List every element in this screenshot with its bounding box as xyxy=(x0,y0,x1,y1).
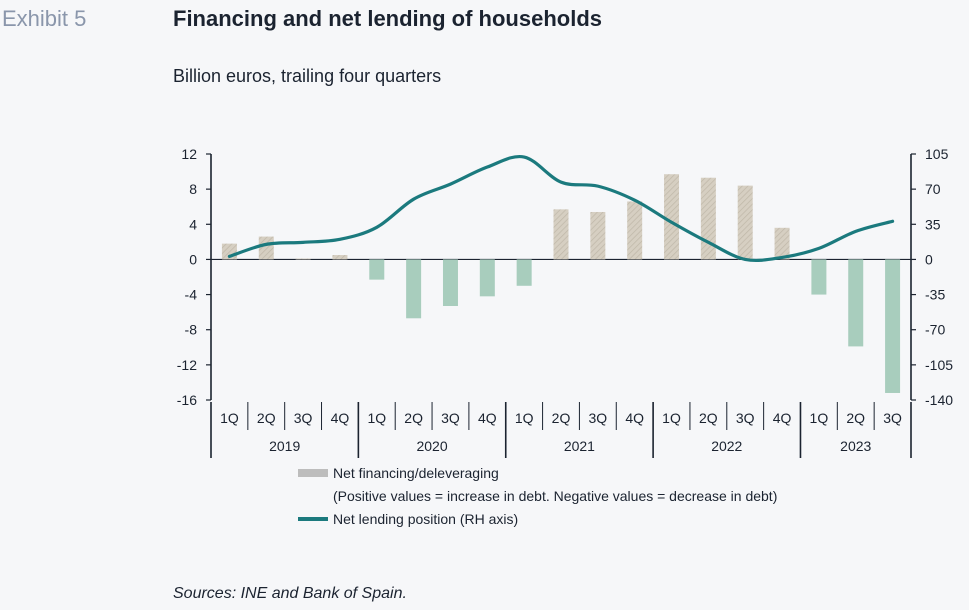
right-tick-label: 0 xyxy=(925,251,933,267)
x-tick-label: 4Q xyxy=(478,410,497,426)
x-tick-label: 1Q xyxy=(220,410,239,426)
year-label: 2020 xyxy=(416,438,447,454)
bar xyxy=(332,255,348,260)
x-tick-label: 4Q xyxy=(625,410,644,426)
left-tick-label: 8 xyxy=(189,181,197,197)
bar xyxy=(258,236,274,260)
left-tick-label: -16 xyxy=(177,392,197,408)
x-tick-label: 3Q xyxy=(883,410,902,426)
x-tick-label: 4Q xyxy=(331,410,350,426)
left-tick-label: -4 xyxy=(185,287,198,303)
x-tick-label: 2Q xyxy=(257,410,276,426)
left-tick-label: 0 xyxy=(189,251,197,267)
bar xyxy=(627,201,643,260)
bar xyxy=(479,259,495,297)
x-tick-label: 3Q xyxy=(736,410,755,426)
x-tick-label: 3Q xyxy=(588,410,607,426)
series-line-net-lending xyxy=(227,154,895,263)
x-tick-label: 4Q xyxy=(773,410,792,426)
right-tick-label: -70 xyxy=(925,322,945,338)
x-tick-label: 2Q xyxy=(699,410,718,426)
right-tick-label: -35 xyxy=(925,287,945,303)
x-tick-label: 2Q xyxy=(404,410,423,426)
right-tick-label: -140 xyxy=(925,392,953,408)
bar xyxy=(516,259,532,286)
bar xyxy=(811,259,827,295)
year-label: 2021 xyxy=(564,438,595,454)
bar xyxy=(774,227,790,260)
left-tick-label: -8 xyxy=(185,322,198,338)
x-tick-label: 2Q xyxy=(846,410,865,426)
bar xyxy=(590,211,606,260)
year-label: 2023 xyxy=(840,438,871,454)
right-tick-label: 70 xyxy=(925,181,941,197)
bar xyxy=(700,177,716,260)
x-tick-label: 1Q xyxy=(367,410,386,426)
legend-label-bars: Net financing/deleveraging xyxy=(333,465,499,481)
bar xyxy=(553,209,569,260)
x-tick-label: 3Q xyxy=(294,410,313,426)
bar xyxy=(442,259,458,306)
left-tick-label: -12 xyxy=(177,357,197,373)
bar xyxy=(295,258,311,260)
right-tick-label: 105 xyxy=(925,146,949,162)
bar xyxy=(848,259,864,347)
left-tick-label: 4 xyxy=(189,216,197,232)
bar xyxy=(369,259,385,280)
exhibit-label: Exhibit 5 xyxy=(2,6,87,31)
right-tick-label: 35 xyxy=(925,216,941,232)
source-note: Sources: INE and Bank of Spain. xyxy=(173,585,407,602)
bar xyxy=(406,259,422,319)
bar xyxy=(737,185,753,260)
left-tick-label: 12 xyxy=(181,146,197,162)
bar xyxy=(664,174,680,260)
x-tick-label: 1Q xyxy=(810,410,829,426)
right-tick-label: -105 xyxy=(925,357,953,373)
x-tick-label: 3Q xyxy=(441,410,460,426)
x-tick-label: 1Q xyxy=(515,410,534,426)
legend-note-bars: (Positive values = increase in debt. Neg… xyxy=(333,488,777,504)
bar xyxy=(885,259,901,393)
chart-subtitle: Billion euros, trailing four quarters xyxy=(173,66,442,86)
x-tick-label: 1Q xyxy=(662,410,681,426)
legend-label-line: Net lending position (RH axis) xyxy=(333,511,518,527)
chart-title: Financing and net lending of households xyxy=(173,6,602,31)
year-label: 2019 xyxy=(269,438,300,454)
x-tick-label: 2Q xyxy=(552,410,571,426)
legend-swatch-bars xyxy=(298,469,328,477)
year-label: 2022 xyxy=(711,438,742,454)
